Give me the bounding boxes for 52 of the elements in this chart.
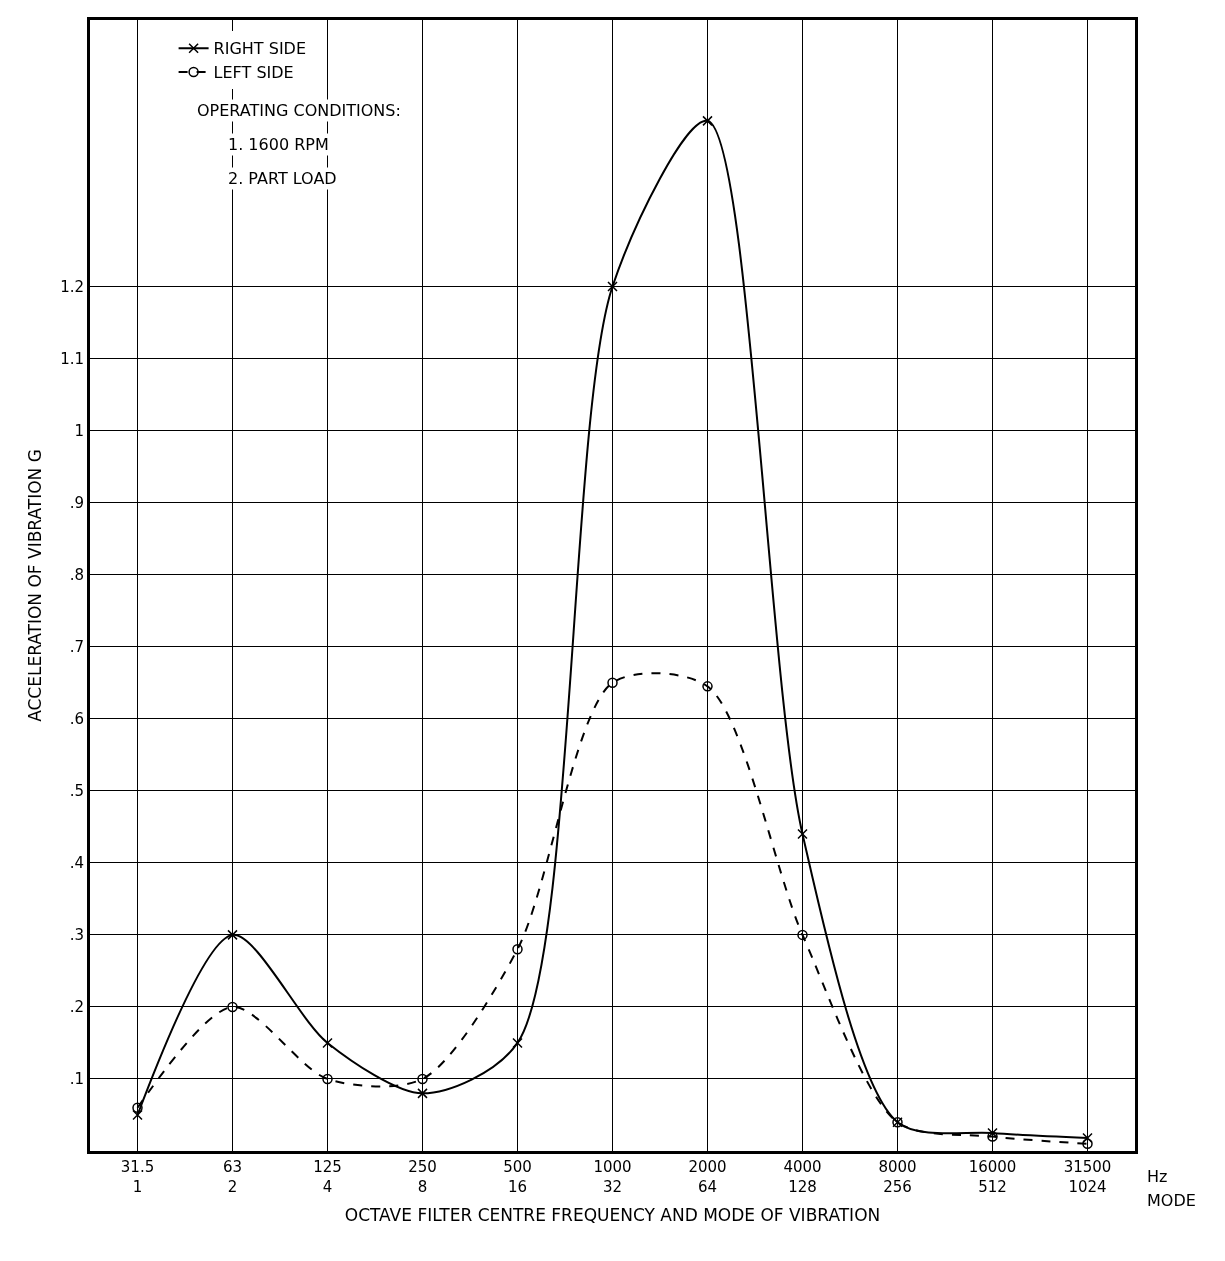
point xyxy=(1082,1132,1093,1144)
y-axis-title: ACCELERATION OF VIBRATION G xyxy=(24,449,45,722)
x-axis-title: OCTAVE FILTER CENTRE FREQUENCY AND MODE OF VIBRATION xyxy=(344,1204,881,1225)
y-tick-label: .5 xyxy=(69,782,84,801)
point xyxy=(227,1001,238,1013)
x-tick-label: 4000 128 xyxy=(783,1158,822,1196)
point xyxy=(417,1073,428,1085)
y-tick-label: 1.1 xyxy=(60,349,84,368)
x-tick-label: 31500 1024 xyxy=(1063,1158,1112,1196)
x-tick-label: 31.5 1 xyxy=(120,1158,155,1196)
y-tick-label: .6 xyxy=(69,710,84,729)
text: Hz xyxy=(1147,1167,1168,1186)
x-tick-label: 1000 32 xyxy=(593,1158,632,1196)
point xyxy=(1082,1138,1093,1150)
y-tick-label: .3 xyxy=(69,926,84,945)
y-tick-label: .1 xyxy=(69,1070,84,1089)
point xyxy=(702,115,713,127)
point xyxy=(987,1127,998,1139)
y-tick-label: .9 xyxy=(69,493,84,512)
point xyxy=(417,1088,428,1099)
y-tick-label: .8 xyxy=(69,565,84,584)
y-tick-label: .4 xyxy=(69,854,84,873)
point xyxy=(322,1037,333,1049)
point xyxy=(607,281,618,292)
text: MODE xyxy=(1147,1191,1196,1210)
point xyxy=(797,828,808,840)
x-tick-label: 125 4 xyxy=(313,1158,342,1196)
y-tick-label: 1.2 xyxy=(60,277,84,296)
x-tick-label: 250 8 xyxy=(408,1158,437,1196)
annotation: 2. PART LOAD xyxy=(228,169,337,188)
point xyxy=(797,929,808,941)
point xyxy=(322,1073,333,1085)
point xyxy=(227,929,238,941)
point xyxy=(987,1131,998,1142)
y-tick-label: 1 xyxy=(74,421,84,440)
y-tick-label: .7 xyxy=(69,637,84,656)
x-tick-label: 500 16 xyxy=(503,1158,532,1196)
x-tick-label: 63 2 xyxy=(222,1158,243,1196)
point xyxy=(132,1102,143,1114)
point xyxy=(132,1109,143,1121)
legend-label: RIGHT SIDE xyxy=(213,39,307,59)
point xyxy=(702,681,713,692)
annotation: OPERATING CONDITIONS: xyxy=(197,101,401,120)
point xyxy=(607,677,618,688)
x-tick-label: 2000 64 xyxy=(688,1158,727,1196)
x-tick-label: 16000 512 xyxy=(968,1158,1017,1196)
x-tick-label: 8000 256 xyxy=(878,1158,917,1196)
annotation: 1. 1600 RPM xyxy=(228,135,329,154)
y-tick-label: .2 xyxy=(69,998,84,1017)
point xyxy=(512,1037,523,1049)
legend-label: LEFT SIDE xyxy=(213,63,294,83)
point xyxy=(512,944,523,955)
